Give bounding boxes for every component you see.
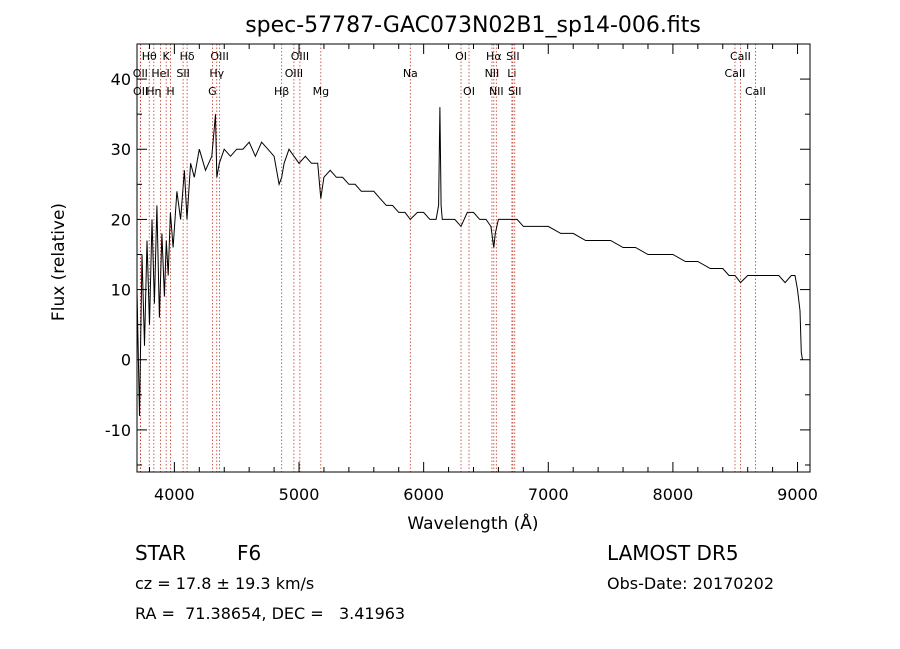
line-marker-label-4: OIII <box>291 50 309 63</box>
spectral-subclass: F6 <box>237 541 262 565</box>
y-tick-label-30: 30 <box>111 140 131 159</box>
line-marker-label-12: Hγ <box>209 67 224 80</box>
observation-date: Obs-Date: 20170202 <box>607 574 775 593</box>
radial-velocity: cz = 17.8 ± 19.3 km/s <box>135 574 315 593</box>
line-marker-label-7: SII <box>506 50 519 63</box>
line-marker-label-19: Hη <box>146 85 161 98</box>
y-axis-label: Flux (relative) <box>49 203 69 321</box>
x-tick-label-7000: 7000 <box>528 485 569 504</box>
y-tick-label--10: -10 <box>105 421 131 440</box>
y-tick-label-10: 10 <box>111 281 131 300</box>
x-tick-label-6000: 6000 <box>403 485 444 504</box>
line-marker-label-16: Li <box>507 67 516 80</box>
y-tick-label-20: 20 <box>111 210 131 229</box>
coordinates: RA = 71.38654, DEC = 3.41963 <box>135 604 406 623</box>
y-tick-label-0: 0 <box>121 351 131 370</box>
line-marker-label-8: CaII <box>730 50 751 63</box>
chart-title: spec-57787-GAC073N02B1_sp14-006.fits <box>245 13 701 38</box>
line-marker-label-11: SII <box>176 67 189 80</box>
line-marker-label-1: K <box>163 50 171 63</box>
line-marker-label-27: CaII <box>745 85 766 98</box>
plot-frame <box>136 43 811 473</box>
spectrum-line <box>136 107 803 416</box>
line-marker-label-14: Na <box>403 67 418 80</box>
x-tick-label-9000: 9000 <box>777 485 818 504</box>
line-marker-label-2: Hδ <box>180 50 195 63</box>
x-tick-label-8000: 8000 <box>653 485 694 504</box>
line-marker-label-5: OI <box>455 50 467 63</box>
line-marker-label-20: H <box>166 85 174 98</box>
line-marker-label-21: G <box>208 85 217 98</box>
line-marker-label-15: NII <box>485 67 500 80</box>
survey-name: LAMOST DR5 <box>607 541 739 565</box>
line-marker-label-26: SII <box>508 85 521 98</box>
line-marker-label-0: Hθ <box>142 50 157 63</box>
line-marker-label-25: NII <box>489 85 504 98</box>
line-marker-label-22: Hβ <box>274 85 289 98</box>
line-marker-label-3: OIII <box>210 50 228 63</box>
line-marker-label-10: HeI <box>151 67 169 80</box>
y-tick-label-40: 40 <box>111 70 131 89</box>
line-marker-label-6: Hα <box>486 50 502 63</box>
x-axis-label: Wavelength (Å) <box>407 512 538 534</box>
x-tick-label-4000: 4000 <box>154 485 195 504</box>
x-tick-label-5000: 5000 <box>279 485 320 504</box>
line-marker-label-23: Mg <box>313 85 329 98</box>
line-marker-label-24: OI <box>463 85 475 98</box>
line-marker-label-13: OIII <box>285 67 303 80</box>
object-class: STAR <box>135 541 186 565</box>
line-marker-label-17: CaII <box>725 67 746 80</box>
